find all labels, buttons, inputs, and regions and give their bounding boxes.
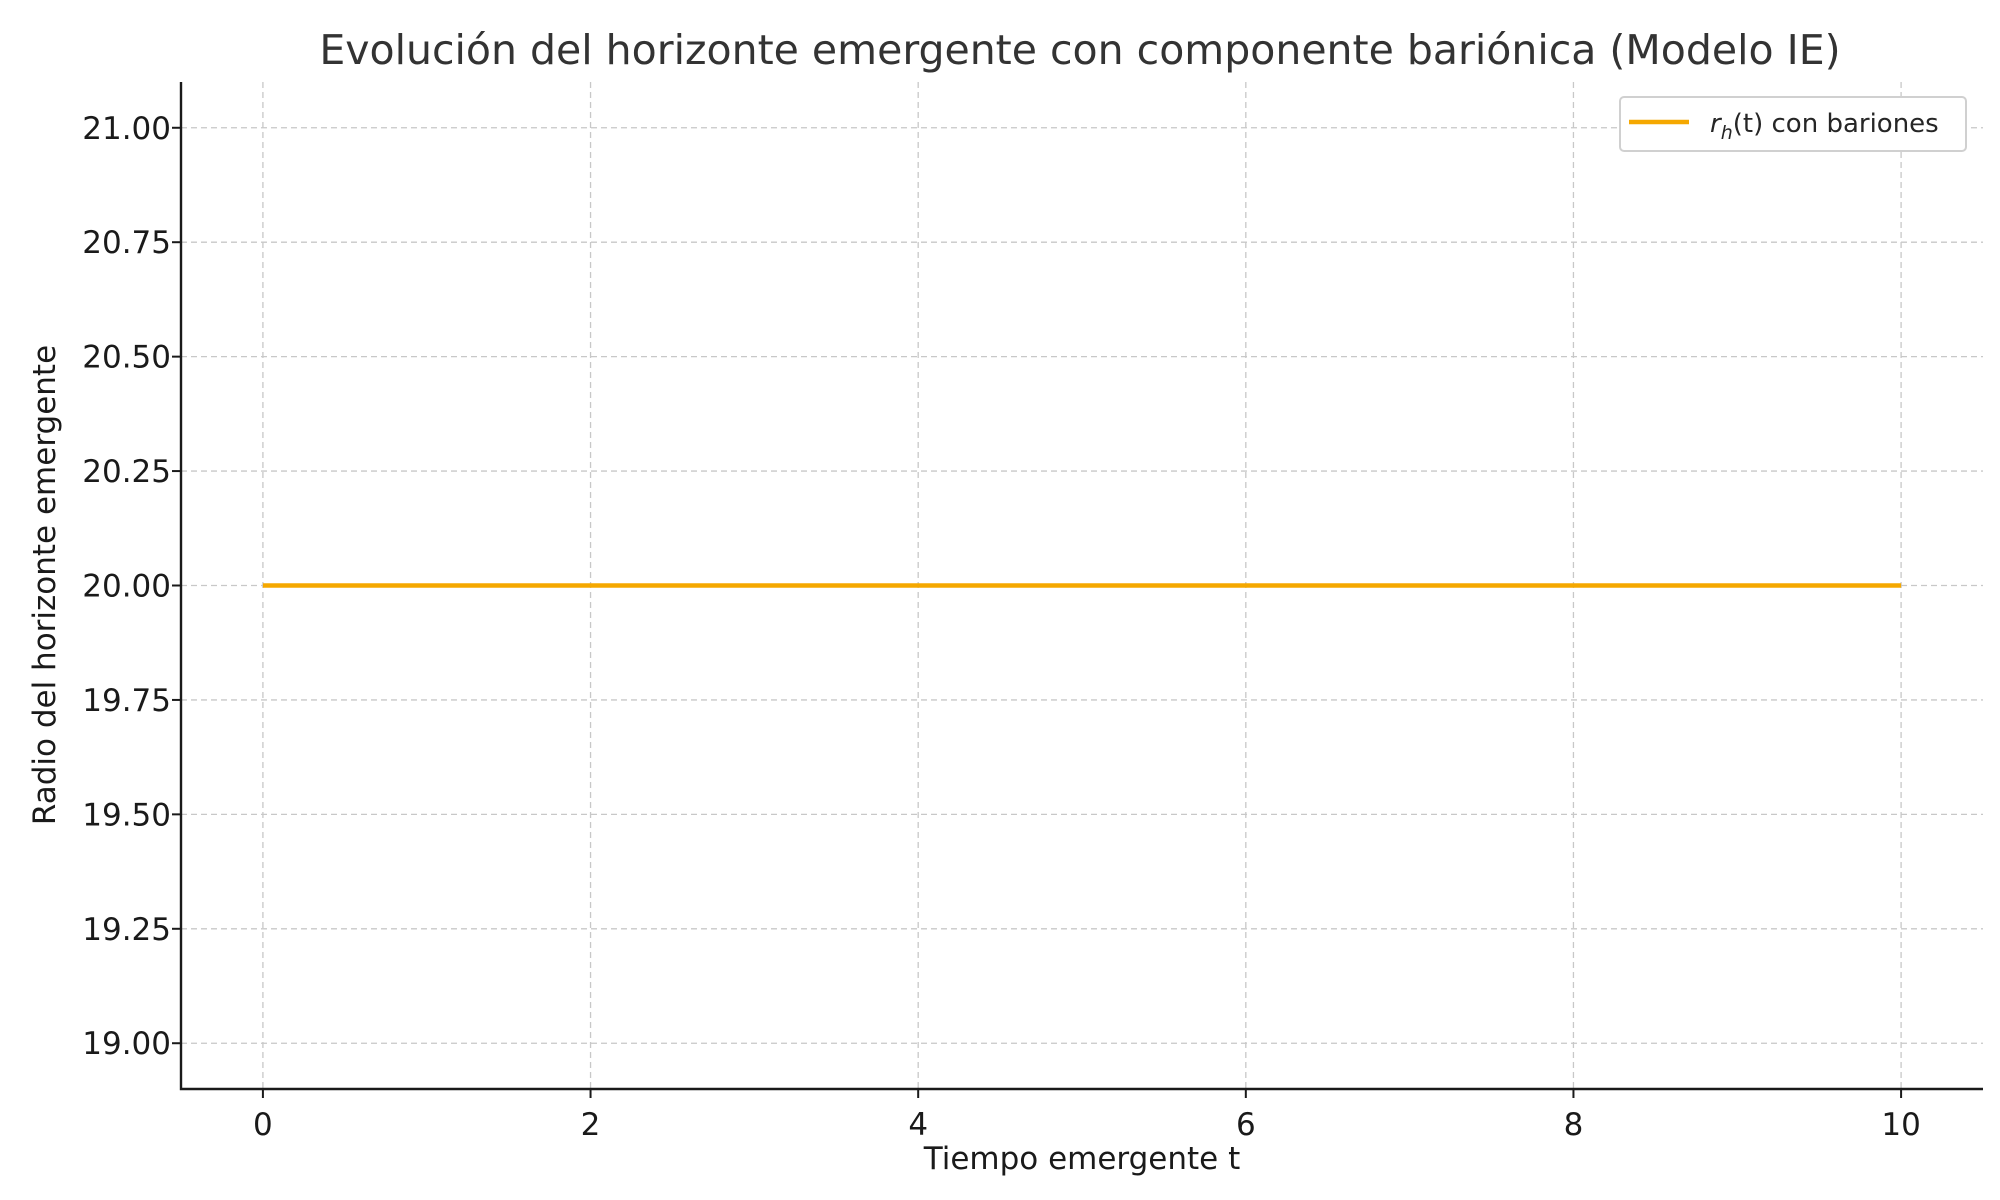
y-tick-label: 21.00 [82, 111, 171, 147]
x-tick-label: 0 [253, 1107, 273, 1143]
axes-frame [179, 82, 1983, 1091]
x-tick-label: 8 [1564, 1107, 1584, 1143]
y-tick-label: 20.75 [82, 225, 171, 261]
legend-sub: h [1721, 122, 1733, 144]
x-axis-ticks: 0 2 4 6 8 10 [253, 1089, 1921, 1143]
y-axis-ticks: 19.00 19.25 19.50 19.75 20.00 20.25 20.50 20.75… [82, 111, 181, 1062]
legend-rest: (t) con bariones [1733, 109, 1939, 139]
chart-title: Evolución del horizonte emergente con co… [319, 26, 1840, 74]
x-tick-label: 4 [908, 1107, 928, 1143]
x-tick-label: 10 [1881, 1107, 1920, 1143]
y-tick-label: 20.50 [82, 340, 171, 376]
x-axis-label: Tiempo emergente t [923, 1141, 1241, 1177]
y-tick-label: 19.25 [82, 912, 171, 948]
x-tick-label: 6 [1236, 1107, 1256, 1143]
y-tick-label: 20.25 [82, 454, 171, 490]
y-axis-label: Radio del horizonte emergente [27, 345, 63, 825]
legend-var: r [1710, 109, 1723, 139]
y-tick-label: 19.50 [82, 797, 171, 833]
y-tick-label: 19.00 [82, 1026, 171, 1062]
x-tick-label: 2 [581, 1107, 601, 1143]
legend-entry: rh(t) con bariones [1710, 109, 1939, 144]
y-tick-label: 20.00 [82, 569, 171, 605]
y-tick-label: 19.75 [82, 683, 171, 719]
legend: rh(t) con bariones [1619, 96, 1967, 152]
legend-box [1619, 96, 1967, 152]
